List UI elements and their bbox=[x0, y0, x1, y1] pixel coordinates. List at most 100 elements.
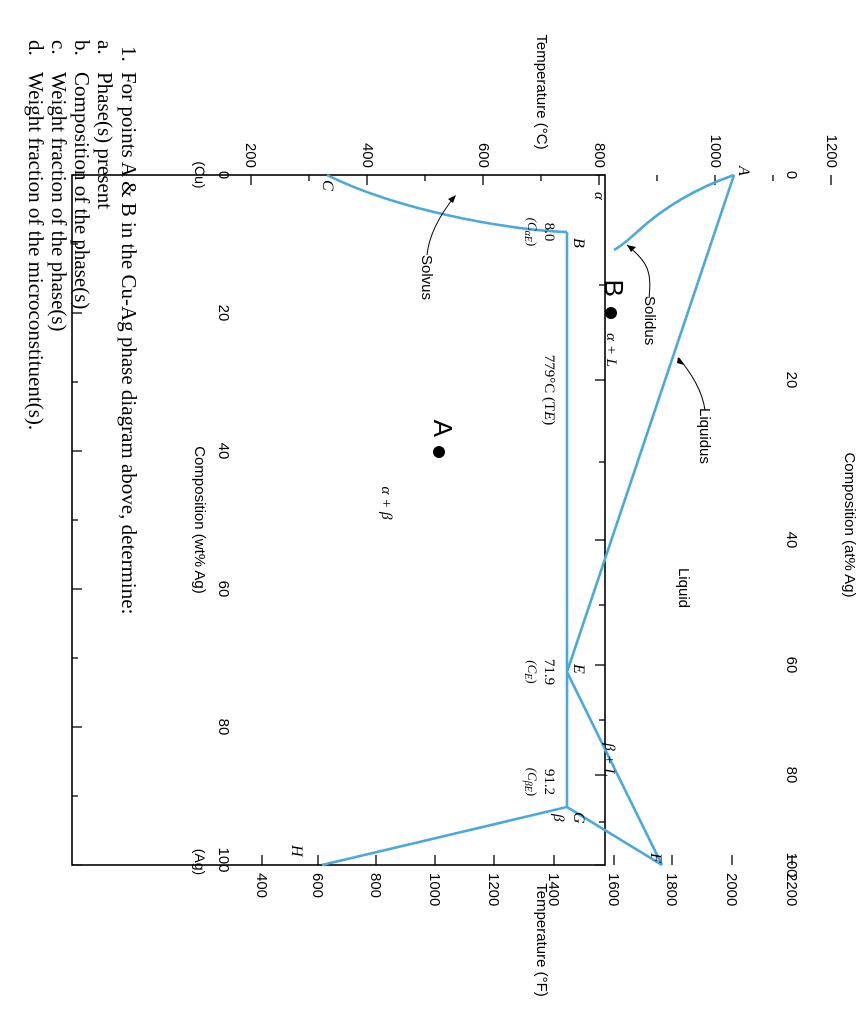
right-tick-label: 1800 bbox=[663, 873, 680, 906]
question-item-letter: c. bbox=[47, 40, 71, 55]
top-tick-label: 20 bbox=[783, 372, 800, 389]
solvus-curve-alpha bbox=[326, 173, 568, 234]
question-item-letter: a. bbox=[93, 40, 117, 55]
left-tick-label: 800 bbox=[591, 143, 608, 168]
eutectic-alpha-symbol-prefix: (C bbox=[525, 218, 540, 231]
phase-label-alpha-plus-liquid: α + L bbox=[603, 333, 619, 367]
top-tick-label: 0 bbox=[783, 171, 800, 179]
axis-ticks bbox=[72, 174, 832, 866]
left-tick-label: 400 bbox=[359, 143, 376, 168]
bottom-axis-title: Composition (wt% Ag) bbox=[191, 446, 208, 594]
left-axis-title: Temperature (°C) bbox=[533, 34, 550, 149]
point-label-G: G bbox=[570, 812, 587, 824]
marker-label-B: B bbox=[599, 280, 629, 297]
curve-label-solidus: Solidus bbox=[641, 296, 658, 345]
right-tick-label: 600 bbox=[309, 873, 326, 898]
bottom-axis-ag-end-label: (Ag) bbox=[192, 849, 208, 875]
eutectic-alpha-symbol-sub: αE bbox=[522, 231, 533, 242]
right-axis-tick-labels: 400 600 800 1000 1200 1400 1600 1800 200… bbox=[253, 873, 800, 906]
bottom-tick-label: 20 bbox=[215, 305, 232, 322]
solvus-leader-arrowhead bbox=[448, 195, 456, 203]
rotated-content: A B A B C E F G H α α + L α + β β + L β … bbox=[24, 34, 858, 996]
top-axis-title: Composition (at% Ag) bbox=[841, 452, 858, 597]
bottom-tick-label: 0 bbox=[215, 171, 232, 179]
point-label-H: H bbox=[288, 844, 305, 858]
eutectic-beta-symbol: (CβE) bbox=[522, 768, 540, 796]
eutectic-liquid-symbol-sub: E bbox=[522, 672, 533, 679]
top-tick-label: 100 bbox=[783, 852, 800, 877]
top-axis-tick-labels: 0 20 40 60 80 100 bbox=[783, 171, 800, 878]
marker-label-A: A bbox=[428, 420, 458, 438]
right-tick-label: 2200 bbox=[783, 873, 800, 906]
question-item-text: Composition of the phase(s) bbox=[70, 72, 94, 309]
left-tick-label: 1200 bbox=[823, 135, 840, 168]
question-block: 1. For points A & B in the Cu-Ag phase d… bbox=[24, 40, 141, 614]
marker-dot-A bbox=[433, 446, 445, 458]
eutectic-liquid-symbol-close: ) bbox=[525, 679, 540, 683]
eutectic-liquid-symbol-prefix: (C bbox=[525, 660, 540, 673]
question-item-text: Weight fraction of the phase(s) bbox=[47, 72, 71, 332]
left-axis-tick-labels: 200 400 600 800 1000 1200 bbox=[242, 135, 840, 168]
point-label-F: F bbox=[647, 852, 664, 863]
solidus-curve-beta bbox=[566, 805, 663, 867]
liquidus-leader-arrowhead bbox=[677, 357, 684, 365]
eutectic-beta-composition: 91.2 bbox=[541, 769, 557, 795]
eutectic-beta-symbol-prefix: (C bbox=[525, 768, 540, 781]
right-tick-label: 800 bbox=[367, 873, 384, 898]
solidus-curve-alpha bbox=[613, 173, 735, 252]
point-label-B: B bbox=[570, 238, 587, 248]
eutectic-temperature-subscript-text: E bbox=[541, 410, 557, 420]
phase-label-liquid: Liquid bbox=[675, 568, 692, 608]
solidus-leader-line bbox=[626, 244, 651, 299]
bottom-tick-label: 60 bbox=[215, 581, 232, 598]
phase-label-alpha: α bbox=[591, 192, 607, 201]
right-tick-label: 400 bbox=[253, 873, 270, 898]
bottom-tick-label: 80 bbox=[215, 719, 232, 736]
bottom-tick-label: 40 bbox=[215, 443, 232, 460]
question-item-letter: b. bbox=[70, 40, 94, 56]
liquidus-leader-line bbox=[678, 357, 706, 411]
top-tick-label: 80 bbox=[783, 767, 800, 784]
marker-dot-B bbox=[605, 307, 617, 319]
eutectic-alpha-composition: 8.0 bbox=[541, 223, 557, 242]
eutectic-alpha-symbol: (CαE) bbox=[522, 218, 540, 247]
solvus-leader-line bbox=[426, 195, 456, 256]
eutectic-liquid-composition: 71.9 bbox=[541, 659, 557, 685]
eutectic-alpha-symbol-close: ) bbox=[525, 242, 540, 246]
right-axis-title: Temperature (°F) bbox=[533, 883, 550, 997]
left-tick-label: 200 bbox=[242, 143, 259, 168]
question-number: 1. bbox=[117, 46, 141, 62]
bottom-axis-tick-labels: 0 20 40 60 80 100 bbox=[215, 171, 232, 873]
right-tick-label: 2000 bbox=[723, 873, 740, 906]
phase-label-beta-plus-liquid: β + L bbox=[601, 742, 617, 776]
question-item-letter: d. bbox=[24, 40, 48, 56]
solvus-curve-beta bbox=[321, 805, 568, 867]
eutectic-beta-symbol-close: ) bbox=[525, 792, 540, 796]
liquidus-curve-beta bbox=[565, 671, 664, 866]
question-stem: For points A & B in the Cu-Ag phase diag… bbox=[117, 72, 141, 614]
right-tick-label: 1000 bbox=[426, 873, 443, 906]
eutectic-temperature-prefix: 779°C (T bbox=[541, 355, 557, 411]
solidus-leader-arrowhead bbox=[627, 245, 636, 252]
plot-frame bbox=[71, 174, 606, 866]
phase-label-alpha-plus-beta: α + β bbox=[378, 487, 394, 520]
top-tick-label: 40 bbox=[783, 532, 800, 549]
right-tick-label: 1200 bbox=[485, 873, 502, 906]
bottom-axis-cu-end-label: (Cu) bbox=[192, 161, 208, 188]
question-item-text: Phase(s) present bbox=[93, 72, 117, 209]
question-item-text: Weight fraction of the microconstituent(… bbox=[24, 72, 48, 430]
eutectic-liquid-symbol: (CE) bbox=[522, 660, 540, 683]
liquidus-curve-alpha bbox=[565, 174, 736, 673]
bottom-tick-label: 100 bbox=[215, 847, 232, 872]
point-label-A: A bbox=[735, 165, 752, 176]
point-label-E: E bbox=[570, 663, 587, 674]
curve-label-solvus: Solvus bbox=[418, 255, 435, 300]
eutectic-temperature-close: ) bbox=[541, 420, 557, 425]
right-tick-label: 1600 bbox=[605, 873, 622, 906]
top-tick-label: 60 bbox=[783, 657, 800, 674]
left-tick-label: 600 bbox=[475, 143, 492, 168]
point-label-C: C bbox=[319, 180, 336, 191]
eutectic-temperature-label: 779°C (TE) bbox=[541, 355, 557, 426]
